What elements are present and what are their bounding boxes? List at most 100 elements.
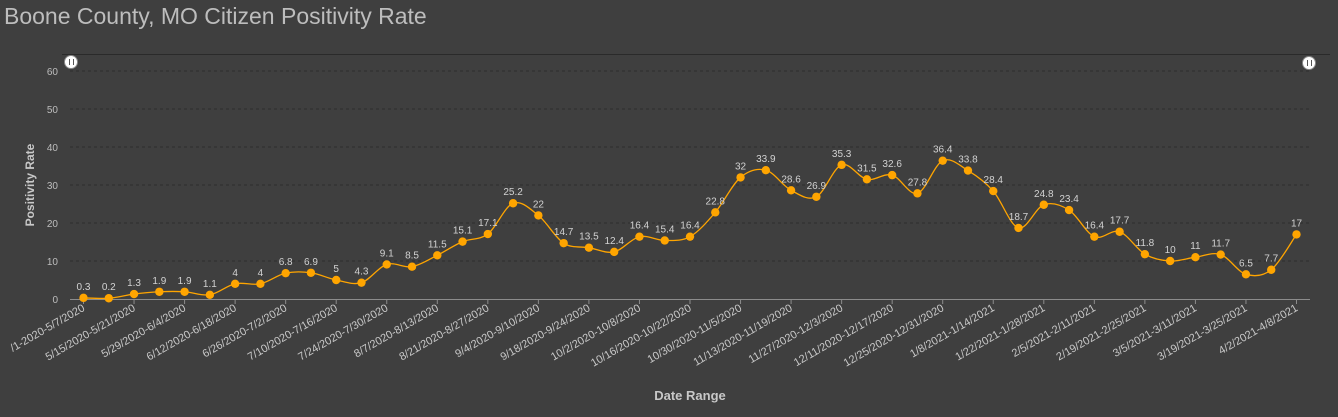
data-label: 22 bbox=[533, 199, 545, 210]
data-label: 17 bbox=[1291, 218, 1303, 229]
y-tick-label: 60 bbox=[47, 67, 59, 78]
data-point bbox=[458, 237, 467, 246]
data-point bbox=[407, 262, 417, 271]
data-point bbox=[433, 251, 442, 260]
range-slider-left-handle[interactable] bbox=[64, 55, 78, 69]
data-label: 15.4 bbox=[655, 224, 675, 235]
data-point bbox=[1039, 200, 1048, 209]
data-point bbox=[938, 156, 947, 165]
x-tick-label: 5/15/2020-5/21/2020 bbox=[44, 302, 138, 363]
x-tick-label: 8/7/2020-8/13/2020 bbox=[352, 302, 441, 360]
data-label: 11 bbox=[1190, 241, 1201, 252]
data-label: 17.7 bbox=[1110, 216, 1130, 227]
data-point bbox=[761, 165, 771, 175]
data-label: 24.8 bbox=[1034, 189, 1054, 200]
x-tick-label: 6/12/2020-6/18/2020 bbox=[145, 302, 239, 363]
x-tick-label: 3/19/2021-3/25/2021 bbox=[1156, 302, 1250, 363]
data-label: 1.1 bbox=[203, 279, 217, 290]
data-label: 8.5 bbox=[405, 251, 419, 262]
data-label: 28.6 bbox=[781, 174, 801, 185]
data-point bbox=[1216, 250, 1225, 259]
data-point bbox=[1267, 265, 1276, 274]
data-point bbox=[1014, 223, 1023, 233]
data-point bbox=[1191, 253, 1200, 262]
x-tick-label: 2/19/2021-2/25/2021 bbox=[1054, 302, 1148, 363]
data-label: 1.3 bbox=[127, 278, 141, 289]
x-tick-label: 1/8/2021-1/14/2021 bbox=[908, 302, 997, 360]
data-label: 9.1 bbox=[380, 248, 394, 259]
data-label: 14.7 bbox=[554, 227, 574, 238]
data-label: 17.1 bbox=[478, 218, 498, 229]
data-point bbox=[1292, 230, 1301, 239]
data-point bbox=[281, 268, 290, 278]
data-point bbox=[230, 279, 240, 288]
data-point bbox=[508, 199, 518, 208]
data-point bbox=[887, 170, 897, 180]
data-point bbox=[812, 192, 821, 201]
data-label: 11.7 bbox=[1211, 239, 1230, 250]
data-point bbox=[205, 290, 215, 300]
data-label: 25.2 bbox=[503, 187, 523, 198]
data-label: 1.9 bbox=[178, 276, 192, 287]
x-tick-label: 2/5/2021-2/11/2021 bbox=[1010, 302, 1098, 360]
x-tick-label: 6/26/2020-7/2/2020 bbox=[201, 302, 290, 360]
y-tick-label: 0 bbox=[52, 295, 58, 306]
title-divider bbox=[62, 54, 1330, 55]
data-label: 28.4 bbox=[984, 175, 1004, 186]
data-point bbox=[1090, 232, 1099, 241]
data-point bbox=[1165, 256, 1175, 266]
range-slider-right-handle[interactable] bbox=[1302, 56, 1316, 70]
data-point bbox=[256, 279, 265, 288]
data-point bbox=[862, 175, 872, 184]
data-point bbox=[660, 236, 669, 245]
y-tick-label: 30 bbox=[47, 181, 59, 192]
data-label: 23.4 bbox=[1059, 194, 1079, 205]
data-point bbox=[534, 211, 543, 220]
data-point bbox=[559, 238, 568, 248]
x-axis-label: Date Range bbox=[654, 388, 726, 403]
data-label: 6.5 bbox=[1239, 258, 1253, 269]
data-label: 22.8 bbox=[706, 196, 726, 207]
data-point bbox=[913, 189, 922, 198]
data-label: 31.5 bbox=[857, 163, 877, 174]
data-label: 32 bbox=[735, 161, 747, 172]
data-label: 13.5 bbox=[579, 232, 599, 243]
data-point bbox=[155, 287, 164, 296]
data-label: 11.8 bbox=[1136, 238, 1155, 249]
data-point bbox=[306, 268, 316, 277]
data-point bbox=[79, 293, 88, 303]
data-label: 7.7 bbox=[1264, 254, 1278, 265]
data-label: 5 bbox=[333, 264, 339, 275]
data-point bbox=[382, 260, 391, 269]
x-tick-label: 5/29/2020-6/4/2020 bbox=[99, 302, 188, 360]
data-point bbox=[685, 232, 695, 241]
data-point bbox=[180, 287, 189, 296]
data-point bbox=[963, 166, 973, 175]
data-label: 26.9 bbox=[807, 181, 827, 192]
data-point bbox=[332, 275, 341, 285]
data-label: 1.9 bbox=[152, 276, 166, 287]
data-label: 16.4 bbox=[630, 221, 650, 232]
data-label: 4 bbox=[258, 268, 264, 279]
data-label: 6.9 bbox=[304, 257, 318, 268]
data-point bbox=[711, 208, 720, 217]
data-point bbox=[129, 289, 139, 299]
data-point bbox=[786, 186, 796, 195]
chart-title: Boone County, MO Citizen Positivity Rate bbox=[4, 3, 427, 29]
x-tick-label: 7/10/2020-7/16/2020 bbox=[246, 302, 340, 363]
data-point bbox=[584, 243, 594, 252]
data-label: 33.9 bbox=[756, 154, 776, 165]
data-label: 27.8 bbox=[908, 177, 928, 188]
data-point bbox=[989, 186, 998, 196]
x-tick-label: 1/22/2021-1/28/2021 bbox=[953, 302, 1047, 363]
data-label: 0.3 bbox=[77, 282, 91, 293]
x-tick-label: 3/5/2021-3/11/2021 bbox=[1111, 302, 1199, 360]
x-tick-label: 7/24/2020-7/30/2020 bbox=[296, 302, 390, 363]
data-label: 32.6 bbox=[882, 159, 902, 170]
data-point bbox=[736, 173, 745, 182]
data-label: 18.7 bbox=[1009, 212, 1029, 223]
data-label: 6.8 bbox=[279, 257, 293, 268]
data-label: 36.4 bbox=[933, 145, 953, 156]
data-point bbox=[609, 247, 619, 257]
